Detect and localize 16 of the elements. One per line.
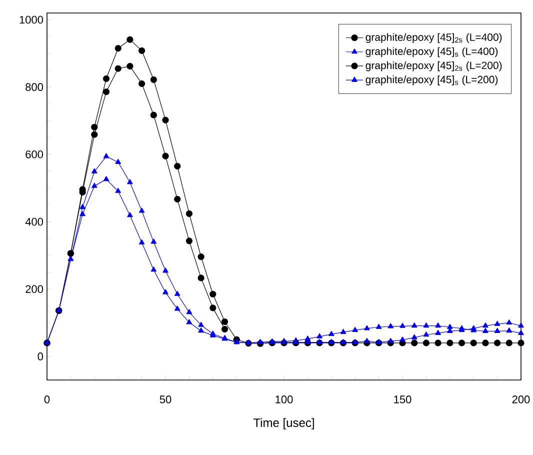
y-tick-label: 1000 xyxy=(20,16,44,24)
y-tick-label: 800 xyxy=(26,83,44,91)
y-tick-label: 0 xyxy=(38,352,44,360)
x-tick-label: 0 xyxy=(44,396,50,404)
legend-label: graphite/epoxy [45]$_{s}$ (L=400) xyxy=(366,47,498,58)
x-tick-label: 150 xyxy=(394,396,412,404)
legend-label: graphite/epoxy [45]$_{s}$ (L=200) xyxy=(366,76,498,86)
x-tick-label: 50 xyxy=(160,396,172,404)
legend-label: graphite/epoxy [45]$_{2s}$ (L=400) xyxy=(366,33,502,43)
y-tick-label: 400 xyxy=(25,218,44,226)
x-axis-title: Time [usec] xyxy=(253,418,314,430)
x-tick-label: 200 xyxy=(512,396,530,404)
legend-label: graphite/epoxy [45]$_{2s}$ (L=200) xyxy=(366,61,502,72)
x-tick-label: 100 xyxy=(276,396,293,404)
y-tick-label: 600 xyxy=(26,150,44,158)
y-tick-label: 200 xyxy=(26,285,44,293)
